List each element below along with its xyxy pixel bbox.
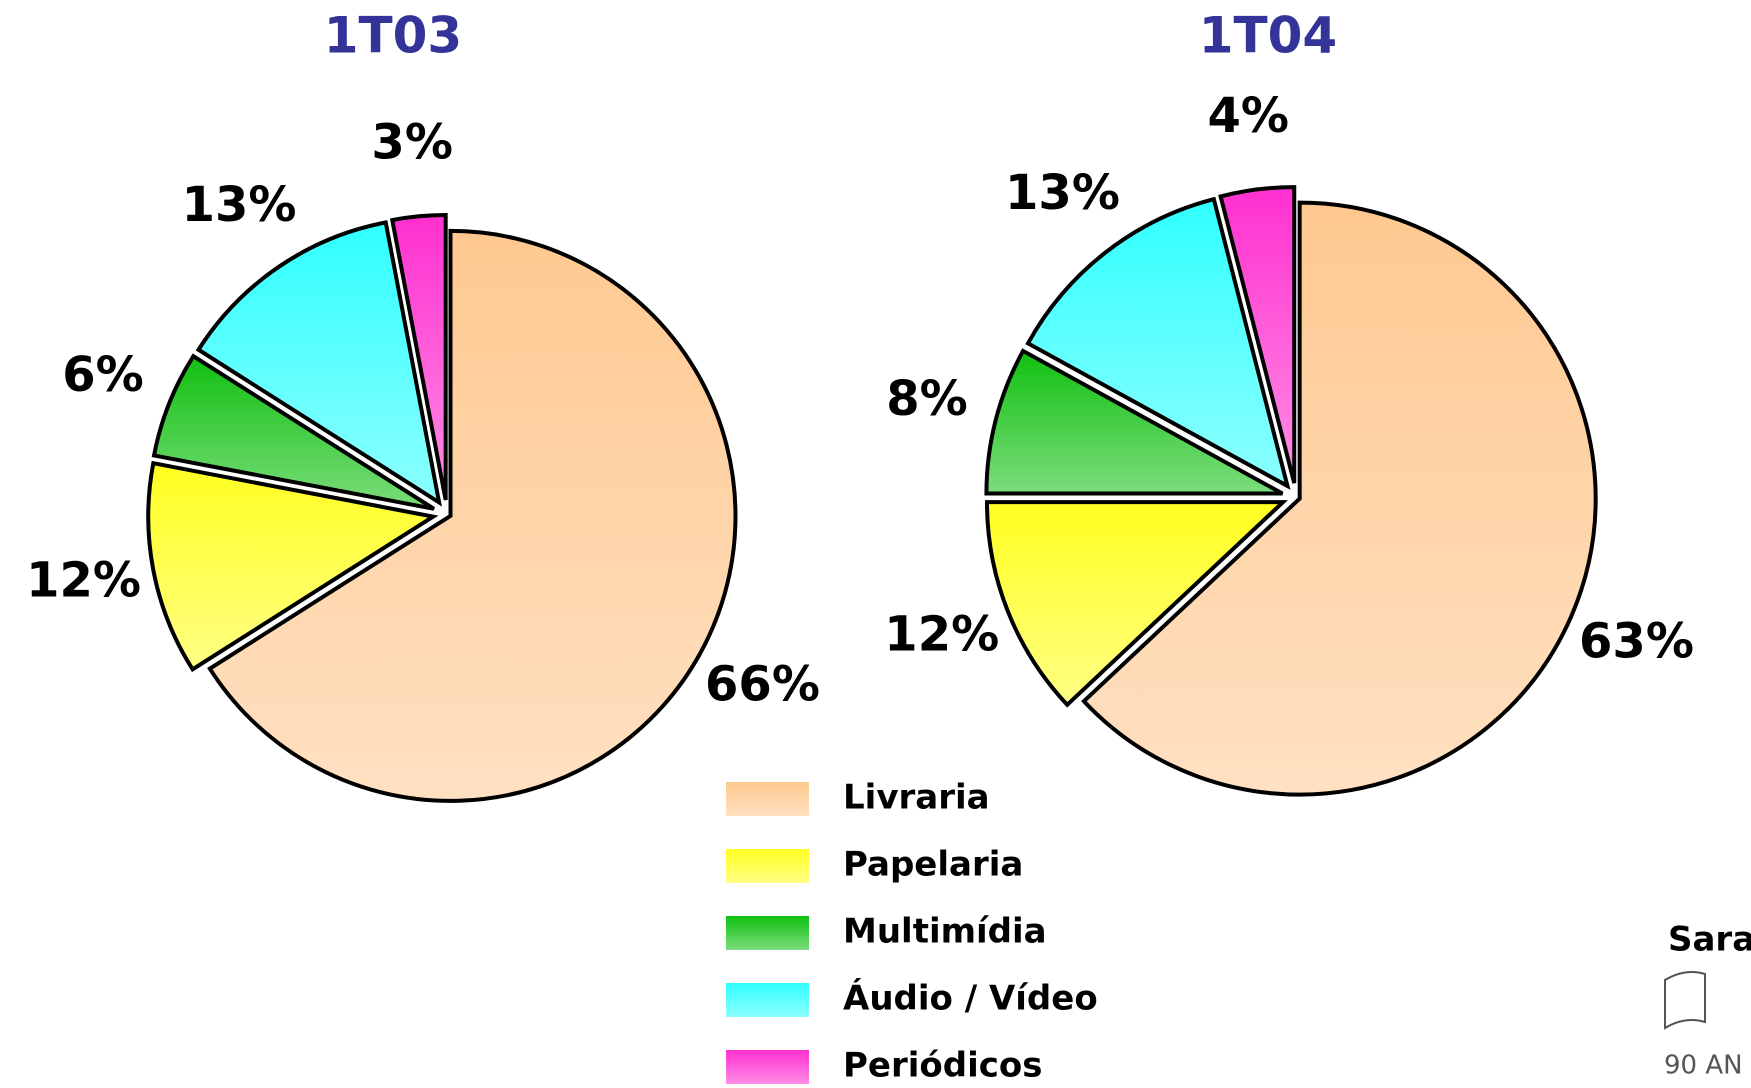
logo-text: Sara: [1668, 920, 1751, 960]
data-label: 12%: [884, 606, 999, 662]
legend-label: Papelaria: [843, 845, 1023, 885]
data-label: 8%: [886, 371, 968, 427]
chart-title: 1T04: [1199, 7, 1337, 65]
legend-swatch: [726, 1050, 809, 1084]
pie-slice: [1218, 185, 1297, 484]
pie-slice: [984, 500, 1289, 708]
legend-swatch: [726, 849, 809, 883]
pie-slice: [207, 228, 738, 803]
data-label: 3%: [371, 115, 453, 171]
data-label: 66%: [705, 656, 820, 712]
data-label: 12%: [26, 552, 141, 608]
data-label: 13%: [1005, 165, 1120, 221]
legend-label: Áudio / Vídeo: [843, 978, 1098, 1019]
pie-slice: [146, 460, 439, 673]
data-label: 13%: [182, 177, 297, 233]
pie-slice: [195, 220, 442, 507]
legend-label: Periódicos: [843, 1046, 1043, 1086]
pie-slice: [1081, 200, 1598, 797]
legend-swatch: [726, 983, 809, 1017]
legend-label: Livraria: [843, 778, 990, 818]
data-label: 6%: [62, 347, 144, 403]
logo-icon: [1664, 971, 1706, 1030]
chart-title: 1T03: [324, 7, 462, 65]
logo-subtext: 90 AN: [1664, 1051, 1743, 1081]
pie-slice: [389, 213, 448, 501]
data-label: 63%: [1579, 613, 1694, 669]
pie-slice: [984, 348, 1284, 496]
legend-swatch: [726, 916, 809, 950]
pie-slice: [1025, 196, 1291, 490]
data-label: 4%: [1207, 88, 1289, 144]
legend-swatch: [726, 782, 809, 816]
pie-slice: [151, 353, 436, 511]
legend-label: Multimídia: [843, 912, 1047, 952]
